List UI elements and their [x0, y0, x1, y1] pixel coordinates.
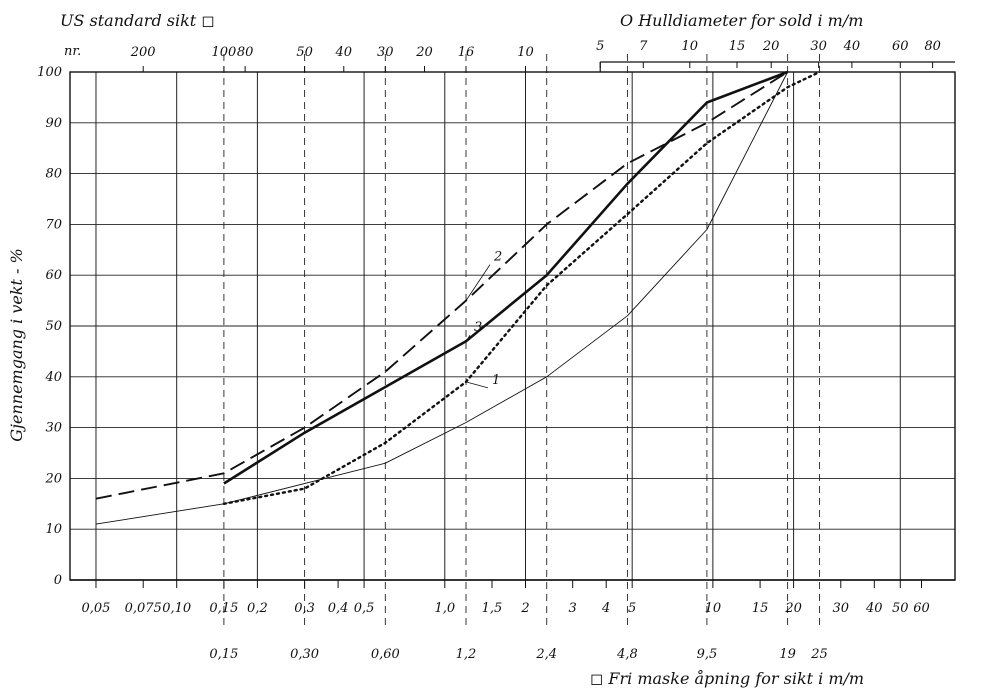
hole-diameter-tick-label: 30 — [810, 39, 827, 54]
us-sieve-tick-label: 200 — [130, 45, 156, 60]
series-line-envelope — [95, 71, 789, 525]
x-mm-tick-label: 0,10 — [162, 601, 191, 616]
sieve-opening-tick-label: 1,2 — [456, 647, 477, 662]
series-label: 2 — [493, 250, 502, 265]
y-tick-label: 100 — [37, 65, 62, 80]
us-sieve-tick-label: 50 — [296, 45, 313, 60]
x-mm-tick-label: 0,2 — [247, 601, 268, 616]
x-mm-tick-label: 50 — [892, 601, 909, 616]
y-tick-label: 70 — [45, 217, 62, 232]
y-axis-label: Gjennemgang i vekt - % — [7, 248, 26, 442]
x-mm-tick-label: 0,05 — [82, 601, 111, 616]
sieve-opening-tick-label: 2,4 — [535, 647, 557, 662]
frame-layer — [69, 61, 956, 581]
sieve-opening-tick-label: 0,60 — [371, 647, 400, 662]
series-line-2 — [95, 71, 789, 500]
hole-diameter-tick-label: 5 — [596, 39, 604, 54]
x-mm-tick-label: 20 — [784, 601, 802, 616]
tick-layer: 0 10 20 30 40 50 60 70 80 90 100 0,15 0,30 0,60 1,2 2,4… — [37, 39, 941, 662]
sieve-opening-tick-label: 19 — [779, 647, 796, 662]
x-mm-tick-label: 15 — [752, 601, 769, 616]
x-mm-tick-label: 30 — [833, 601, 850, 616]
hole-diameter-tick-label: 7 — [639, 39, 648, 54]
hole-diameter-tick-label: 40 — [843, 39, 861, 54]
sieve-opening-tick-label: 25 — [810, 647, 828, 662]
y-tick-label: 0 — [54, 573, 62, 588]
x-mm-tick-label: 1,5 — [482, 601, 503, 616]
x-mm-tick-label: 0,5 — [354, 601, 375, 616]
plot-frame — [69, 71, 956, 581]
title-nr: nr. — [64, 44, 81, 59]
us-sieve-tick-label: 80 — [237, 45, 254, 60]
x-mm-tick-label: 4 — [601, 601, 610, 616]
series-label-leader — [465, 335, 471, 342]
hole-diameter-tick-label: 10 — [682, 39, 699, 54]
x-mm-tick-label: 0,15 — [209, 601, 238, 616]
x-mm-tick-label: 5 — [628, 601, 636, 616]
sieve-opening-tick-label: 4,8 — [616, 647, 638, 662]
x-mm-tick-label: 40 — [865, 601, 883, 616]
sieve-opening-tick-label: 9,5 — [697, 647, 718, 662]
title-hole-diameter: O Hulldiameter for sold i m/m — [620, 11, 863, 30]
series-label: 3 — [474, 320, 482, 335]
x-mm-tick-label: 10 — [705, 601, 722, 616]
sieve-opening-tick-label: 0,15 — [209, 647, 238, 662]
y-tick-label: 60 — [45, 268, 62, 283]
x-mm-tick-label: 0,4 — [328, 601, 349, 616]
title-us-standard-sieve: US standard sikt ◻ — [60, 11, 215, 30]
sieve-opening-tick-label: 0,30 — [290, 647, 319, 662]
hole-diameter-tick-label: 20 — [762, 39, 780, 54]
series-label-leader — [465, 381, 489, 389]
hole-diameter-tick-label: 15 — [729, 39, 746, 54]
x-mm-tick-label: 2 — [520, 601, 529, 616]
y-tick-label: 80 — [45, 167, 62, 182]
y-tick-label: 10 — [45, 522, 62, 537]
x-axis-label-bottom: ◻ Fri maske åpning for sikt i m/m — [590, 669, 864, 688]
x-mm-tick-label: 0,3 — [294, 601, 315, 616]
us-sieve-tick-label: 10 — [517, 45, 534, 60]
grid-layer — [70, 54, 955, 630]
y-tick-label: 40 — [44, 370, 62, 385]
series-layer: 1 2 3 — [95, 70, 821, 525]
series-label: 1 — [492, 373, 500, 388]
y-tick-label: 90 — [45, 116, 62, 131]
x-mm-tick-label: 3 — [569, 601, 577, 616]
us-sieve-tick-label: 30 — [377, 45, 394, 60]
us-sieve-tick-label: 20 — [415, 45, 433, 60]
series-line-3 — [223, 70, 789, 485]
us-sieve-tick-label: 16 — [458, 45, 475, 60]
series-label-leader — [465, 264, 491, 301]
series-line-1 — [222, 70, 821, 505]
y-tick-label: 30 — [45, 421, 62, 436]
us-sieve-tick-label: 40 — [335, 45, 353, 60]
y-tick-label: 20 — [44, 471, 62, 486]
hole-diameter-tick-label: 60 — [892, 39, 909, 54]
us-sieve-tick-label: 100 — [211, 45, 236, 60]
hole-diameter-tick-label: 80 — [924, 39, 941, 54]
x-mm-tick-label: 1,0 — [434, 601, 455, 616]
x-mm-tick-label: 60 — [913, 601, 930, 616]
x-mm-tick-label: 0,075 — [125, 601, 162, 616]
y-tick-label: 50 — [45, 319, 62, 334]
